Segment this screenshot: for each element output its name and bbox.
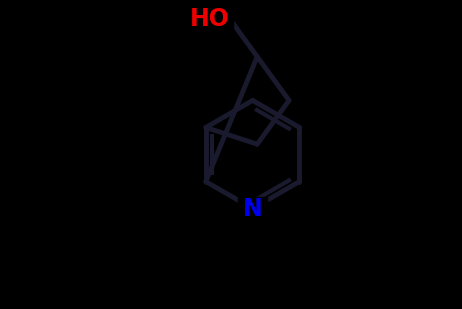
Bar: [190, 8, 233, 31]
Bar: [238, 197, 267, 220]
Text: N: N: [243, 197, 262, 221]
Text: HO: HO: [190, 7, 230, 32]
